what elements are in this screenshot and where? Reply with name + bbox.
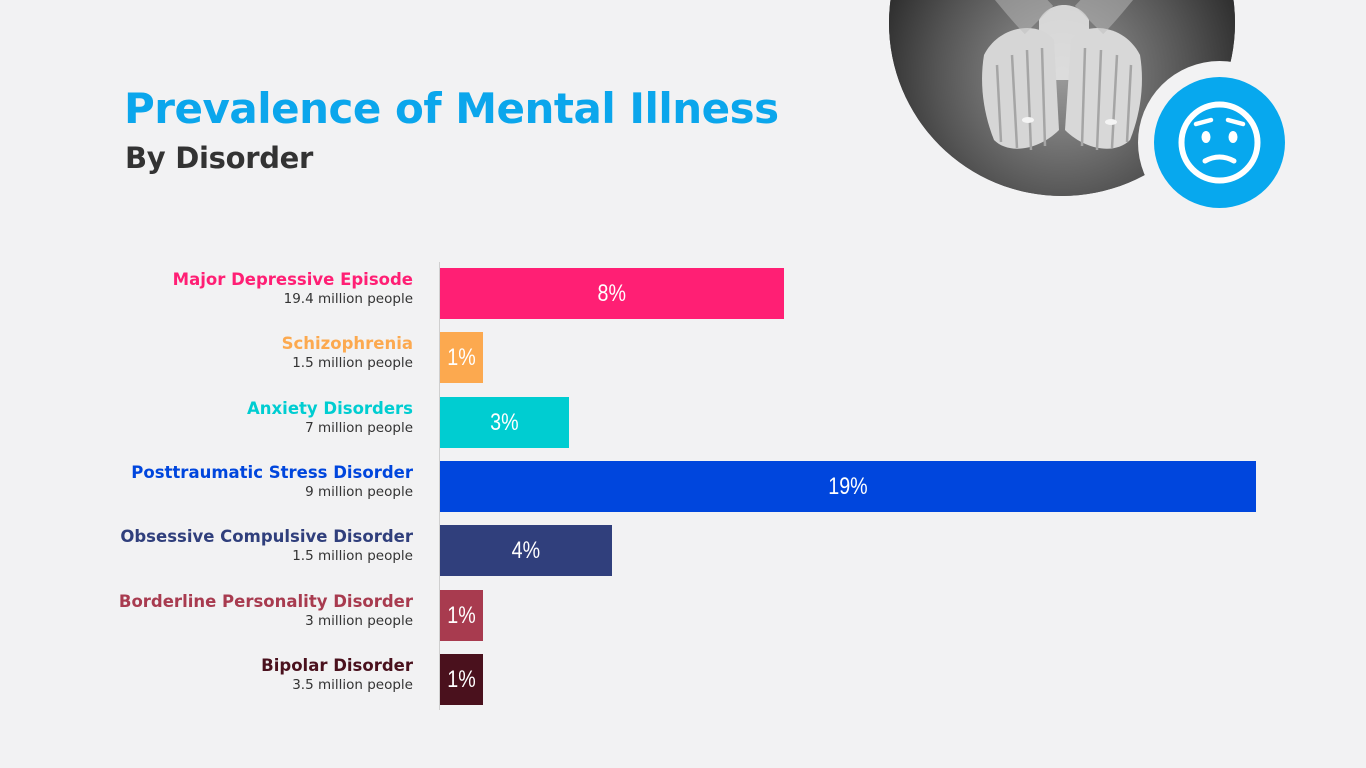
category-label: Posttraumatic Stress Disorder 9 million p… xyxy=(73,463,413,502)
bar-value-label: 1% xyxy=(447,344,476,372)
chart-title: Prevalence of Mental Illness xyxy=(124,84,779,133)
category-label: Major Depressive Episode 19.4 million peo… xyxy=(73,270,413,309)
category-label: Schizophrenia 1.5 million people xyxy=(73,334,413,373)
category-subtitle: 7 million people xyxy=(305,419,413,436)
category-name: Anxiety Disorders xyxy=(247,398,413,418)
category-subtitle: 1.5 million people xyxy=(292,355,413,372)
category-label: Obsessive Compulsive Disorder 1.5 million… xyxy=(73,527,413,566)
category-subtitle: 3 million people xyxy=(305,612,413,629)
category-label: Borderline Personality Disorder 3 million… xyxy=(73,592,413,631)
bar: 3% xyxy=(440,396,569,448)
bar: 1% xyxy=(440,589,483,641)
category-name: Posttraumatic Stress Disorder xyxy=(131,462,413,482)
chart-axis-line xyxy=(439,262,440,710)
category-subtitle: 1.5 million people xyxy=(292,548,413,565)
bar-value-label: 1% xyxy=(447,665,476,693)
bar-value-label: 1% xyxy=(447,601,476,629)
bar: 1% xyxy=(440,653,483,705)
bar: 8% xyxy=(440,268,784,319)
bar-value-label: 3% xyxy=(490,408,519,436)
category-subtitle: 9 million people xyxy=(305,483,413,500)
badge-ring xyxy=(1138,61,1301,224)
bar: 19% xyxy=(440,460,1256,512)
chart-subtitle: By Disorder xyxy=(125,141,314,175)
bar-value-label: 19% xyxy=(828,472,868,500)
category-name: Major Depressive Episode xyxy=(172,270,413,289)
category-subtitle: 3.5 million people xyxy=(292,676,413,693)
category-label: Bipolar Disorder 3.5 million people xyxy=(73,656,413,695)
category-name: Bipolar Disorder xyxy=(261,655,413,675)
worried-face-icon xyxy=(1178,101,1261,184)
bar: 1% xyxy=(440,332,483,384)
category-label: Anxiety Disorders 7 million people xyxy=(73,399,413,438)
category-name: Schizophrenia xyxy=(281,334,413,354)
bar-value-label: 8% xyxy=(597,280,627,307)
category-subtitle: 19.4 million people xyxy=(283,291,413,307)
bar-value-label: 4% xyxy=(511,537,541,565)
category-name: Obsessive Compulsive Disorder xyxy=(120,527,413,547)
badge-circle xyxy=(1154,77,1285,208)
category-name: Borderline Personality Disorder xyxy=(118,591,413,611)
bar: 4% xyxy=(440,525,612,577)
